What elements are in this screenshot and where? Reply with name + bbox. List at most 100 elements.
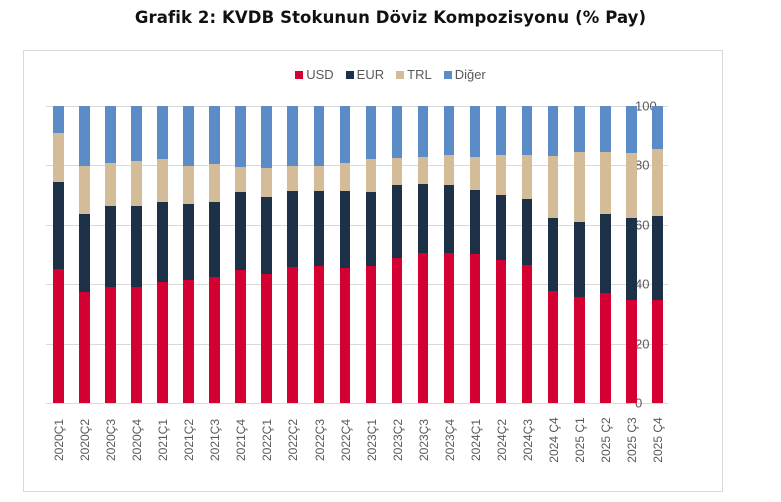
gridline (46, 403, 668, 404)
bar-segment-usd (391, 257, 403, 403)
bar-segment-trl (209, 164, 220, 202)
bar-segment-diğer (157, 106, 168, 160)
legend-label: Diğer (454, 67, 486, 82)
bar-segment-usd (600, 293, 611, 403)
bar-segment-eur (495, 195, 507, 260)
bar-segment-usd (339, 267, 351, 403)
bar-segment-trl (600, 152, 611, 214)
y-tick-label: 40 (635, 276, 650, 292)
legend-swatch-icon (396, 70, 405, 79)
bar-segment-diğer (391, 106, 403, 159)
legend-item-trl: TRL (396, 67, 432, 82)
bar-2023ç4 (443, 106, 455, 403)
bar-2025ç3 (626, 106, 637, 403)
x-tick-text: 2020Ç3 (104, 418, 119, 462)
bar-segment-eur (469, 189, 481, 254)
bar-segment-trl (574, 152, 585, 222)
bar-2023ç2 (391, 106, 403, 403)
bar-segment-diğer (574, 106, 585, 153)
bar-2025ç2 (600, 106, 611, 403)
bar-segment-usd (547, 291, 559, 403)
x-tick-label: 2025 Ç3 (625, 410, 639, 470)
bar-segment-eur (652, 216, 663, 300)
bar-segment-eur (183, 203, 194, 280)
x-tick-label: 2024Ç2 (495, 410, 509, 470)
x-tick-label: 2025 Ç1 (573, 410, 587, 470)
bar-segment-eur (600, 213, 611, 294)
bar-segment-trl (365, 158, 377, 193)
bar-2022ç4 (339, 106, 351, 403)
gridline (46, 165, 668, 167)
bar-segment-diğer (495, 106, 507, 156)
bar-segment-usd (287, 266, 298, 403)
x-tick-label: 2021Ç4 (234, 410, 248, 470)
bar-segment-eur (235, 192, 246, 270)
bar-segment-diğer (105, 106, 116, 163)
x-tick-text: 2025 Ç1 (573, 417, 587, 463)
bar-segment-usd (521, 264, 533, 403)
gridline (46, 106, 668, 107)
bar-segment-usd (261, 274, 272, 403)
bar-segment-eur (79, 214, 90, 292)
x-tick-text: 2023Ç4 (442, 418, 457, 462)
x-tick-text: 2025 Ç2 (599, 417, 614, 463)
plot-area (46, 106, 668, 403)
bar-segment-eur (339, 191, 351, 268)
bar-segment-diğer (365, 106, 377, 159)
x-tick-label: 2024 Ç4 (547, 410, 561, 470)
bar-2022ç3 (313, 106, 324, 403)
x-tick-label: 2020Ç1 (52, 410, 66, 470)
bar-segment-usd (131, 286, 142, 403)
y-tick-label: 100 (635, 98, 657, 114)
bar-segment-eur (131, 206, 142, 287)
bar-segment-usd (469, 253, 481, 403)
bar-segment-usd (209, 277, 220, 403)
bar-2024ç2 (495, 106, 507, 403)
bar-2020ç4 (131, 106, 142, 403)
x-tick-text: 2021Ç1 (156, 418, 171, 462)
bar-2021ç3 (209, 106, 220, 403)
bar-segment-eur (521, 198, 533, 265)
legend-label: TRL (407, 67, 432, 82)
bar-2021ç1 (157, 106, 168, 403)
bar-2024ç3 (521, 106, 533, 403)
bar-segment-diğer (261, 106, 272, 168)
y-tick-label: 60 (635, 217, 650, 233)
bar-segment-eur (157, 202, 168, 282)
bar-segment-usd (313, 265, 324, 403)
x-tick-label: 2023Ç2 (391, 410, 405, 470)
bar-segment-diğer (339, 106, 351, 163)
x-tick-label: 2020Ç2 (78, 410, 92, 470)
legend-label: USD (306, 67, 334, 82)
bar-segment-trl (79, 165, 90, 215)
y-tick-label: 0 (635, 395, 643, 411)
bar-segment-usd (183, 279, 194, 403)
gridline (46, 284, 668, 286)
x-tick-text: 2020Ç2 (78, 418, 93, 462)
bar-segment-trl (313, 165, 324, 192)
x-tick-label: 2023Ç4 (443, 410, 457, 470)
x-tick-text: 2021Ç3 (208, 418, 223, 462)
legend: USD EUR TRL Diğer (0, 67, 781, 82)
y-tick-label: 80 (635, 157, 650, 173)
x-tick-text: 2020Ç1 (52, 418, 66, 462)
bar-segment-usd (495, 259, 507, 403)
x-tick-text: 2025 Ç3 (625, 417, 640, 463)
bar-segment-trl (339, 162, 351, 192)
gridline (46, 224, 668, 226)
bar-2022ç2 (287, 106, 298, 403)
y-tick-label: 20 (635, 336, 650, 352)
x-tick-text: 2024Ç1 (468, 418, 483, 462)
bar-segment-diğer (131, 106, 142, 161)
bar-segment-diğer (469, 106, 481, 158)
bar-2020ç1 (53, 106, 64, 403)
x-tick-label: 2022Ç4 (339, 410, 353, 470)
x-tick-text: 2023Ç2 (390, 418, 405, 462)
bar-segment-usd (79, 291, 90, 403)
legend-item-usd: USD (295, 67, 334, 82)
x-tick-text: 2024Ç2 (494, 418, 509, 462)
bar-segment-eur (209, 201, 220, 278)
x-tick-text: 2023Ç1 (364, 418, 379, 462)
x-tick-label: 2022Ç1 (260, 410, 274, 470)
legend-swatch-icon (345, 70, 354, 79)
